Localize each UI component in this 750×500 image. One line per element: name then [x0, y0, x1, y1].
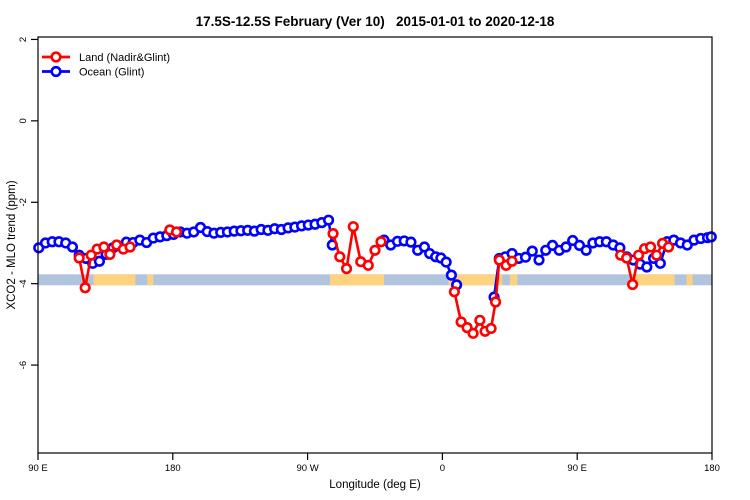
data-point	[644, 241, 657, 253]
data-point	[73, 252, 85, 264]
data-point	[347, 221, 359, 233]
band-land-segment	[147, 274, 154, 286]
data-point	[519, 251, 532, 263]
data-point	[526, 245, 538, 257]
legend-item-ocean: Ocean (Glint)	[42, 65, 144, 79]
x-tick-label: 90 E	[567, 463, 587, 474]
band-land-segment	[509, 274, 518, 286]
data-point	[327, 228, 339, 240]
data-point	[440, 256, 452, 268]
data-point	[104, 248, 116, 260]
data-point	[506, 255, 518, 267]
legend-item-land: Land (Nadir&Glint)	[42, 51, 170, 64]
x-tick-label: 90 W	[297, 463, 319, 474]
y-tick-label: -2	[18, 198, 29, 206]
data-point	[445, 269, 457, 281]
data-point	[621, 252, 633, 264]
x-tick-label: 0	[440, 463, 445, 474]
data-point	[533, 254, 545, 266]
data-point	[375, 236, 387, 248]
data-series-layer	[33, 214, 717, 339]
y-tick-label: -6	[18, 361, 29, 369]
data-point	[580, 244, 592, 256]
data-point	[405, 236, 417, 248]
x-axis-label: Longitude (deg E)	[329, 479, 421, 491]
y-axis-label: XCO2 - MLO trend (ppm)	[6, 180, 18, 309]
data-point	[93, 255, 106, 267]
band-land-segment	[448, 274, 503, 286]
y-tick-label: -4	[18, 279, 29, 287]
legend-label-land: Land (Nadir&Glint)	[79, 52, 170, 64]
band-land-segment	[93, 274, 136, 286]
data-point	[662, 241, 675, 253]
data-point	[633, 249, 645, 261]
data-point	[369, 244, 381, 256]
series-ocean-glint-	[33, 214, 717, 303]
x-tick-label: 90 E	[28, 463, 48, 474]
legend: Land (Nadir&Glint) Ocean (Glint)	[42, 51, 170, 79]
data-point	[485, 322, 497, 335]
data-point	[467, 327, 479, 339]
data-point	[79, 282, 91, 294]
data-point	[650, 249, 663, 261]
x-tick-label: 180	[704, 463, 720, 474]
data-point	[641, 261, 653, 273]
data-point	[334, 251, 346, 263]
legend-label-ocean: Ocean (Glint)	[79, 67, 144, 79]
data-point	[98, 241, 110, 253]
band-land-segment	[686, 274, 693, 286]
chart-title: 17.5S-12.5S February (Ver 10) 2015-01-01…	[196, 14, 555, 29]
band-land-segment	[330, 274, 384, 286]
x-tick-label: 180	[165, 463, 181, 474]
series-land-nadir-glint-	[73, 221, 675, 339]
band-land-segment	[632, 274, 675, 286]
ocean-marker-icon	[50, 65, 62, 78]
data-point	[170, 226, 183, 238]
data-point	[474, 314, 486, 326]
y-tick-label: 0	[18, 118, 29, 123]
data-point	[448, 286, 460, 298]
surface-band	[38, 274, 712, 286]
plot-border	[37, 36, 713, 454]
axis-layer: 90 E 180 90 W 0 90 E 180 2 0 -2 -4 -6	[18, 37, 720, 474]
land-marker-icon	[50, 51, 62, 63]
y-tick-label: 2	[18, 37, 29, 42]
data-point	[66, 241, 79, 253]
data-point	[322, 214, 335, 226]
data-point	[124, 241, 136, 253]
data-point	[489, 296, 502, 308]
data-point	[705, 231, 717, 243]
data-point	[362, 259, 374, 271]
data-point	[627, 278, 639, 291]
data-point	[340, 263, 353, 275]
data-point	[560, 241, 572, 253]
